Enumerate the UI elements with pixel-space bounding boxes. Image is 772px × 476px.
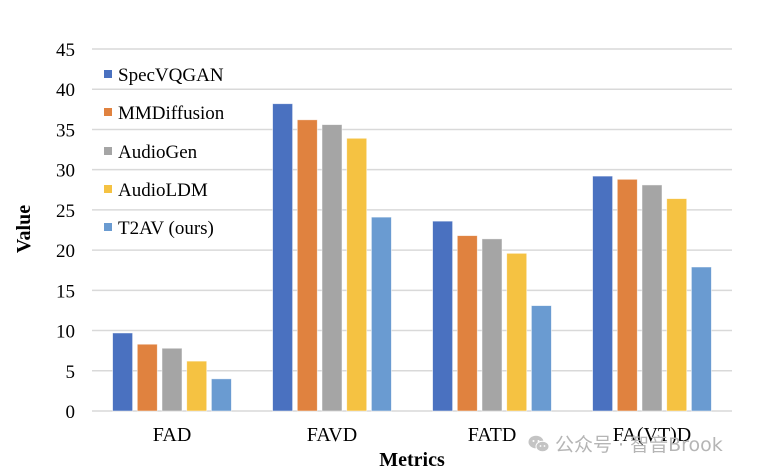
y-tick-label: 35 [56, 120, 75, 141]
bar-audiogen-fad [161, 347, 183, 412]
bar-t2av-ours--fad [210, 378, 232, 412]
legend: SpecVQGAN MMDiffusion AudioGen AudioLDM T2AV… [104, 65, 225, 239]
x-axis-title: Metrics [379, 449, 445, 471]
y-tick-label: 25 [56, 201, 75, 222]
x-category-label: FAD [153, 424, 192, 446]
bar-mmdiffusion-fa-vt-d [616, 178, 638, 412]
x-category-label: FAVD [307, 424, 357, 446]
legend-swatch [104, 70, 112, 78]
y-tick-label: 5 [66, 362, 76, 383]
bar-specvqgan-fad [112, 332, 133, 412]
legend-swatch [104, 223, 112, 231]
bar-t2av-ours--fatd [531, 305, 552, 412]
bar-mmdiffusion-fad [136, 343, 158, 412]
bar-t2av-ours--favd [370, 216, 392, 412]
bar-specvqgan-favd [272, 103, 294, 412]
bar-mmdiffusion-fatd [456, 235, 478, 412]
legend-label: AudioLDM [118, 180, 208, 201]
bar-specvqgan-fatd [432, 220, 454, 412]
wechat-icon [528, 435, 550, 453]
x-category-label: FATD [468, 424, 517, 446]
watermark-text: 公众号 · 智音Brook [555, 434, 723, 456]
y-axis-title: Value [13, 205, 35, 253]
bar-specvqgan-fa-vt-d [592, 175, 613, 412]
y-tick-label: 30 [56, 161, 75, 182]
x-category-label: FA(VT)D [613, 424, 692, 446]
y-tick-label: 15 [56, 281, 75, 302]
bar-audiogen-fa-vt-d [641, 184, 663, 412]
y-tick-label: 40 [56, 80, 75, 101]
bar-mmdiffusion-favd [296, 119, 318, 412]
watermark: 公众号 · 智音Brook [528, 430, 723, 457]
x-axis-categories: FAD FAVD FATD FA(VT)D [153, 424, 692, 446]
y-tick-label: 0 [66, 402, 76, 423]
y-tick-label: 45 [56, 40, 75, 61]
bar-audioldm-favd [346, 137, 368, 412]
bar-audioldm-fad [186, 360, 208, 412]
bar-audioldm-fatd [506, 252, 528, 412]
legend-label: SpecVQGAN [118, 65, 224, 86]
bar-t2av-ours--fa-vt-d [691, 266, 712, 412]
bars [112, 103, 712, 412]
legend-swatch [104, 108, 112, 116]
legend-swatch [104, 185, 112, 193]
legend-label: MMDiffusion [118, 103, 225, 124]
y-axis-ticks: 0 5 10 15 20 25 30 35 40 45 [56, 40, 75, 423]
y-tick-label: 10 [56, 322, 75, 343]
bar-audiogen-favd [321, 124, 343, 412]
bar-audiogen-fatd [481, 238, 503, 412]
bar-audioldm-fa-vt-d [666, 198, 688, 412]
legend-swatch [104, 147, 112, 155]
legend-label: AudioGen [118, 142, 198, 163]
legend-label: T2AV (ours) [118, 218, 214, 239]
y-tick-label: 20 [56, 241, 75, 262]
